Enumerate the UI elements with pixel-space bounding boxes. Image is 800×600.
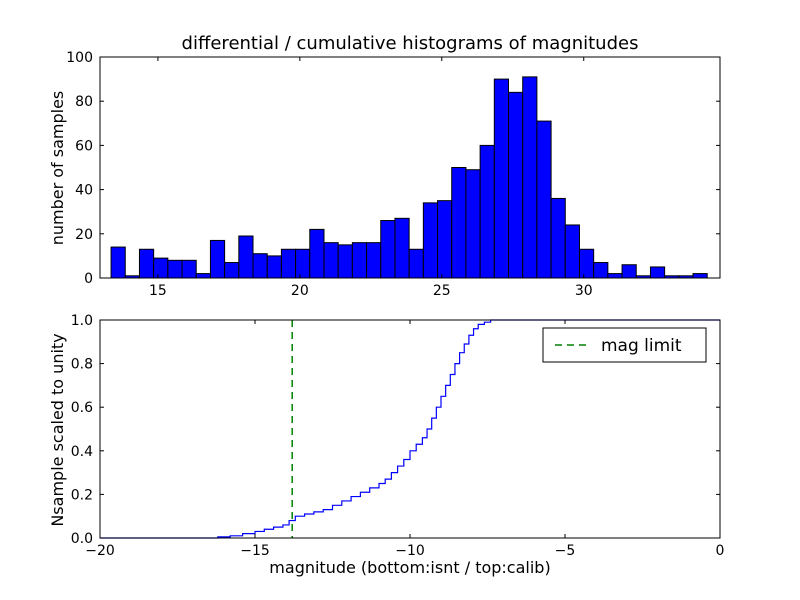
y-tick-label: 1.0 — [71, 313, 93, 329]
histogram-bar — [593, 262, 609, 279]
x-tick-label: −20 — [85, 543, 115, 559]
histogram-bar — [110, 246, 126, 279]
histogram-bar — [238, 235, 254, 279]
histogram-bar — [209, 239, 226, 279]
histogram-bar — [224, 262, 240, 279]
histogram-bar — [394, 217, 410, 279]
histogram-bar — [607, 273, 623, 279]
y-tick-label: 80 — [75, 94, 93, 110]
histogram-bar — [479, 144, 495, 279]
cumulative-step-line — [100, 319, 720, 539]
axes-frame — [99, 56, 721, 279]
top-ylabel: number of samples — [48, 90, 67, 246]
histogram-bar — [323, 242, 339, 279]
histogram-bar — [451, 167, 467, 279]
y-tick-label: 0 — [84, 271, 93, 287]
histogram-bar — [692, 273, 708, 279]
histogram-bar — [649, 266, 666, 279]
histogram-bar — [564, 224, 580, 279]
histogram-bar — [351, 242, 368, 279]
histogram-bar — [408, 248, 424, 279]
histogram-bar — [266, 255, 282, 279]
y-tick-label: 0.0 — [71, 531, 93, 547]
x-tick-label: 20 — [291, 283, 309, 299]
y-tick-label: 0.4 — [71, 444, 93, 460]
histogram-bar — [422, 202, 439, 279]
y-tick-label: 0.6 — [71, 400, 93, 416]
y-tick-label: 100 — [66, 50, 93, 66]
histogram-bar — [138, 248, 155, 279]
x-tick-label: −15 — [240, 543, 270, 559]
x-tick-label: 30 — [575, 283, 593, 299]
histogram-bar — [380, 220, 396, 279]
histogram-bar — [366, 242, 382, 279]
y-tick-label: 0.2 — [71, 487, 93, 503]
histogram-bar — [181, 259, 197, 279]
x-tick-label: 0 — [716, 543, 725, 559]
histogram-bar — [195, 273, 211, 279]
x-tick-label: 25 — [433, 283, 451, 299]
histogram-bar — [295, 248, 311, 279]
histogram-bar — [493, 78, 509, 279]
histogram-bar — [465, 169, 481, 279]
y-tick-label: 60 — [75, 138, 93, 154]
bottom-ylabel: Nsample scaled to unity — [48, 333, 67, 527]
histogram-bar — [337, 244, 353, 279]
histogram-bar — [437, 200, 453, 279]
histogram-bar — [550, 197, 566, 279]
histogram-bar — [309, 228, 325, 279]
chart-title: differential / cumulative histograms of … — [181, 33, 639, 54]
histogram-bar — [280, 248, 297, 279]
histogram-bar — [621, 264, 637, 279]
histogram-bar — [536, 120, 552, 279]
histogram-bar — [153, 257, 169, 279]
histogram-bar — [578, 248, 595, 279]
x-axis-label: magnitude (bottom:isnt / top:calib) — [269, 558, 551, 577]
histogram-bar — [167, 259, 183, 279]
histogram-bar — [252, 253, 268, 279]
x-tick-label: −10 — [395, 543, 425, 559]
histogram-bar — [508, 91, 524, 279]
histogram-bar — [522, 76, 538, 279]
legend-label: mag limit — [601, 336, 682, 356]
y-tick-label: 20 — [75, 227, 93, 243]
x-tick-label: −5 — [555, 543, 576, 559]
y-tick-label: 0.8 — [71, 357, 93, 373]
y-tick-label: 40 — [75, 183, 93, 199]
x-tick-label: 15 — [149, 283, 167, 299]
